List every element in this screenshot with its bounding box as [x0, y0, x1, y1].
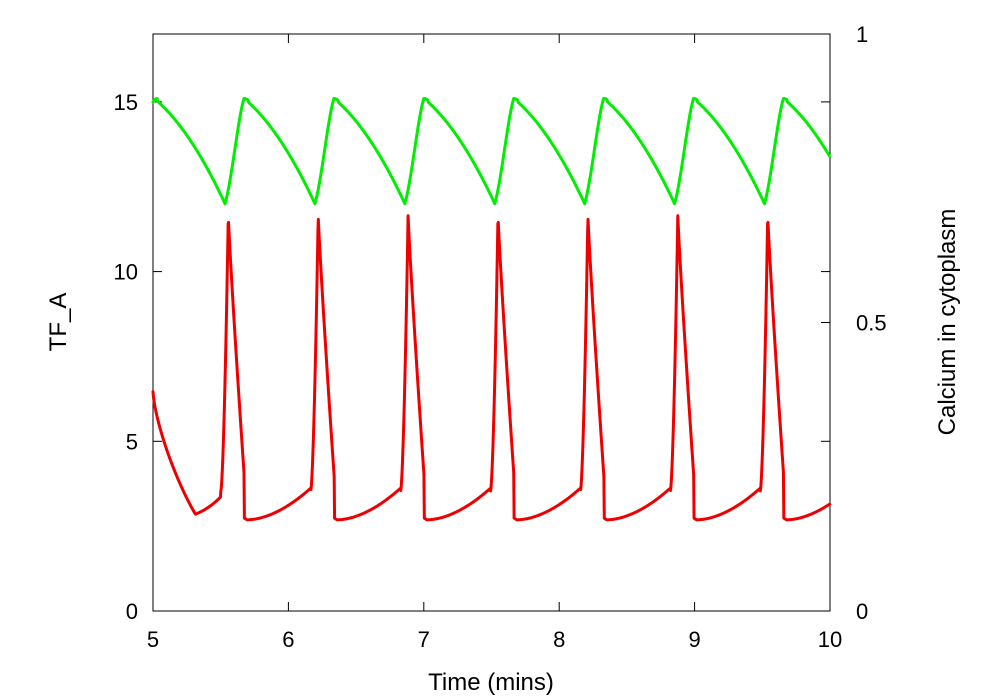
- x-tick-label: 5: [147, 627, 159, 652]
- x-tick-label: 8: [553, 627, 565, 652]
- left-y-tick-label: 5: [126, 429, 138, 454]
- right-y-tick-label: 0.5: [856, 311, 887, 336]
- plot-frame: [152, 33, 831, 612]
- right-y-axis-label: Calcium in cytoplasm: [934, 209, 961, 436]
- x-tick-label: 7: [418, 627, 430, 652]
- right-y-tick-label: 0: [856, 599, 868, 624]
- right-y-tick-label: 1: [856, 22, 868, 47]
- x-axis-label: Time (mins): [428, 669, 554, 696]
- ticks: [152, 33, 831, 612]
- left-y-tick-label: 15: [114, 90, 138, 115]
- left-y-axis-label: TF_A: [45, 293, 72, 352]
- left-y-tick-label: 10: [114, 260, 138, 285]
- left-y-tick-label: 0: [126, 599, 138, 624]
- series-group: [151, 96, 832, 522]
- x-tick-label: 10: [818, 627, 842, 652]
- calcium-series-line: [151, 214, 832, 522]
- x-tick-label: 6: [282, 627, 294, 652]
- tf-a-series-line: [151, 96, 831, 206]
- x-tick-label: 9: [688, 627, 700, 652]
